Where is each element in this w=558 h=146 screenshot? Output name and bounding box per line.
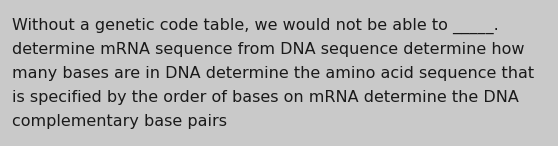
Text: Without a genetic code table, we would not be able to _____.: Without a genetic code table, we would n…	[12, 18, 499, 34]
Text: determine mRNA sequence from DNA sequence determine how: determine mRNA sequence from DNA sequenc…	[12, 42, 525, 57]
Text: is specified by the order of bases on mRNA determine the DNA: is specified by the order of bases on mR…	[12, 90, 519, 105]
Text: complementary base pairs: complementary base pairs	[12, 114, 227, 129]
Text: many bases are in DNA determine the amino acid sequence that: many bases are in DNA determine the amin…	[12, 66, 534, 81]
